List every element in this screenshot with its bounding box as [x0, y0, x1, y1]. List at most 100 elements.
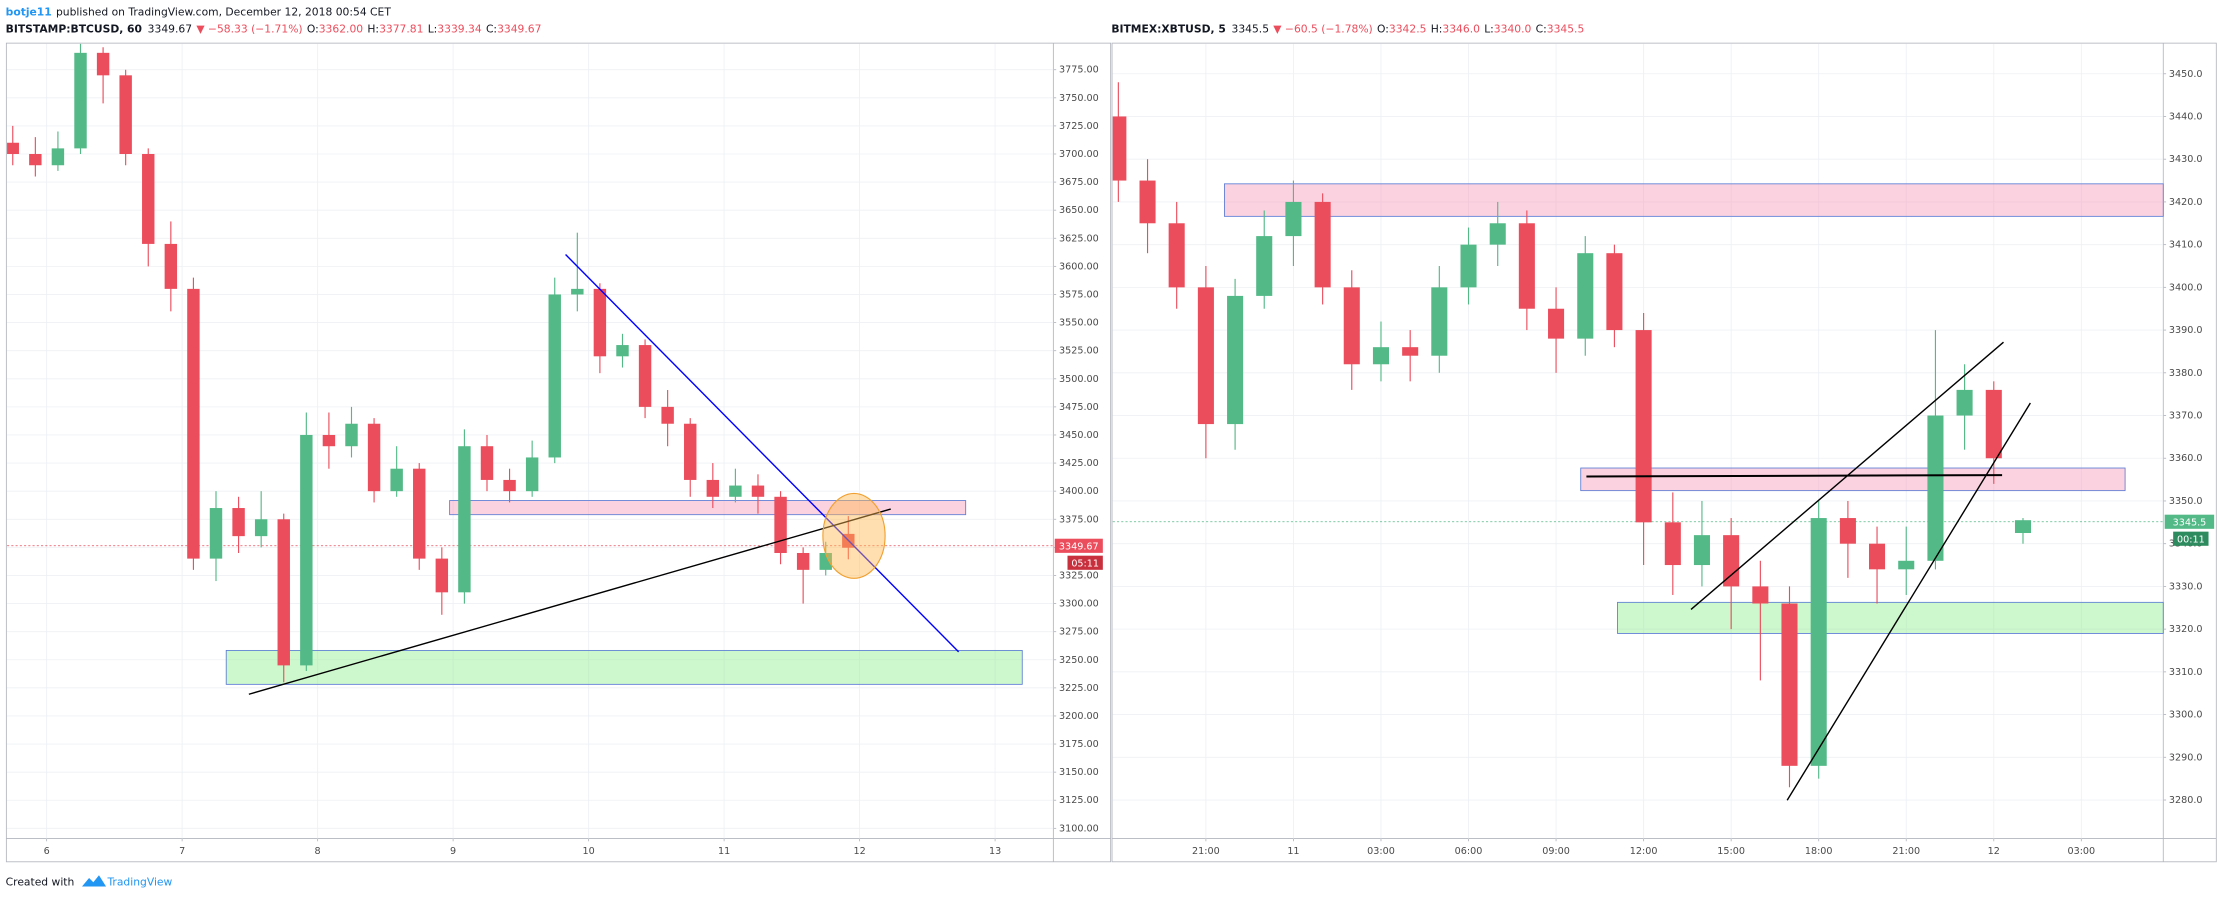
- candle-body: [548, 294, 561, 458]
- x-tick-label: 9: [450, 846, 456, 857]
- x-tick-label: 13: [989, 846, 1001, 857]
- author: botje11: [6, 6, 52, 19]
- y-tick-label: 3500.00: [1059, 374, 1099, 385]
- candle-body: [1460, 244, 1477, 288]
- price-tag-bg: [1054, 538, 1103, 553]
- candle-body: [345, 423, 358, 447]
- candle-body: [1285, 201, 1302, 237]
- y-tick-label: 3380.0: [2169, 368, 2203, 379]
- y-tick-label: 3375.00: [1059, 514, 1099, 525]
- ohlc-label: O:: [307, 23, 319, 36]
- candle-body: [51, 148, 65, 166]
- candle-body: [571, 288, 584, 295]
- candle-body: [1489, 223, 1506, 245]
- y-tick-label: 3410.0: [2169, 240, 2203, 251]
- candle-body: [1781, 603, 1798, 766]
- trendline: [248, 508, 891, 695]
- y-tick-label: 3390.0: [2169, 325, 2203, 336]
- x-tick-label: 03:00: [2067, 846, 2095, 857]
- symbol: BITSTAMP:BTCUSD, 60: [6, 23, 142, 36]
- y-tick-label: 3430.0: [2169, 154, 2203, 165]
- candles: [7, 43, 2032, 788]
- candle-body: [7, 142, 19, 154]
- x-tick-label: 10: [582, 846, 594, 857]
- trendline: [1786, 402, 2031, 801]
- candle-body: [209, 508, 223, 559]
- candle-body: [254, 519, 268, 537]
- candle-body: [1752, 586, 1769, 604]
- footer-text: Created with: [6, 875, 75, 888]
- x-tick-label: 11: [718, 846, 730, 857]
- y-tick-label: 3300.0: [2169, 710, 2203, 721]
- ohlc-value: 3340.0: [1494, 23, 1532, 36]
- x-tick-label: 8: [315, 846, 321, 857]
- ohlc-value: 3346.0: [1442, 23, 1480, 36]
- candle-body: [1869, 543, 1886, 570]
- candle-series: [7, 43, 855, 683]
- support-zone: [225, 649, 1023, 685]
- y-tick-label: 3300.00: [1059, 599, 1099, 610]
- candle-body: [96, 52, 110, 76]
- candle-body: [1985, 389, 2002, 459]
- candle-body: [1810, 518, 1827, 766]
- highlight-ellipse: [822, 492, 886, 579]
- y-tick-label: 3360.0: [2169, 453, 2203, 464]
- x-tick-label: 03:00: [1367, 846, 1395, 857]
- panel-frame: [5, 42, 1112, 863]
- candle-body: [1723, 535, 1740, 587]
- candle-body: [435, 558, 449, 593]
- candle-body: [1956, 389, 1973, 416]
- ohlc-value: 3349.67: [497, 23, 541, 36]
- y-tick-label: 3450.00: [1059, 430, 1099, 441]
- candle-body: [1664, 522, 1681, 566]
- candle-body: [661, 406, 674, 424]
- candle-body: [684, 423, 697, 480]
- y-tick-label: 3775.00: [1059, 65, 1099, 76]
- candle-body: [322, 434, 336, 447]
- y-tick-label: 3450.0: [2169, 69, 2203, 80]
- y-tick-label: 3440.0: [2169, 111, 2203, 122]
- candle-body: [119, 75, 132, 154]
- x-tick-label: 06:00: [1455, 846, 1483, 857]
- candle-body: [1577, 253, 1594, 339]
- x-tick-label: 09:00: [1542, 846, 1570, 857]
- x-tick-label: 11: [1287, 846, 1299, 857]
- candle-body: [187, 288, 200, 559]
- countdown-bg: [2173, 531, 2209, 546]
- y-tick-label: 3400.00: [1059, 486, 1099, 497]
- candle-body: [277, 519, 290, 666]
- y-tick-label: 3280.0: [2169, 795, 2203, 806]
- change: ▼ −58.33 (−1.71%): [196, 23, 302, 36]
- candle-body: [142, 153, 155, 244]
- panel-frame: [1111, 42, 2217, 863]
- y-tick-label: 3250.00: [1059, 655, 1099, 666]
- candle-body: [638, 345, 652, 407]
- candle-body: [1548, 308, 1565, 339]
- x-tick-label: 6: [44, 846, 50, 857]
- y-tick-label: 3650.00: [1059, 205, 1099, 216]
- last-price: 3345.5: [1231, 23, 1269, 36]
- candle-body: [2014, 520, 2032, 534]
- ohlc-value: 3339.34: [437, 23, 482, 36]
- ohlc-label: O:: [1377, 23, 1389, 36]
- ohlc-label: L:: [1484, 23, 1494, 36]
- candle-body: [1139, 180, 1156, 224]
- candle-body: [819, 552, 832, 570]
- y-tick-label: 3200.00: [1059, 711, 1099, 722]
- ohlc-value: 3377.81: [379, 23, 423, 36]
- candle-body: [232, 508, 245, 537]
- y-tick-label: 3125.00: [1059, 795, 1099, 806]
- price-tag: 3345.5: [2173, 517, 2207, 528]
- y-tick-label: 3625.00: [1059, 233, 1099, 244]
- candle-body: [164, 243, 178, 289]
- x-tick-label: 18:00: [1805, 846, 1833, 857]
- candle-body: [1112, 116, 1127, 181]
- support-zone: [1617, 601, 2164, 634]
- candle-body: [1927, 415, 1944, 561]
- symbol: BITMEX:XBTUSD, 5: [1111, 23, 1226, 36]
- y-tick-label: 3350.0: [2169, 496, 2203, 507]
- candle-body: [1431, 287, 1448, 356]
- y-tick-label: 3225.00: [1059, 683, 1099, 694]
- price-tag-bg: [2164, 514, 2215, 529]
